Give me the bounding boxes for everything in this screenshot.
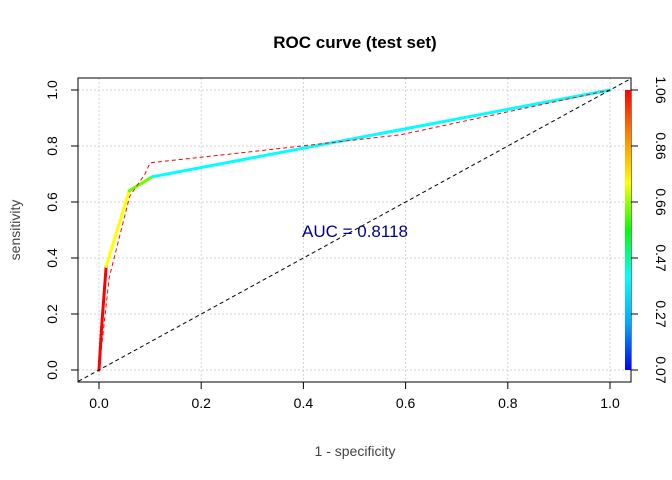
roc-curve-dashed-line [98, 89, 611, 371]
colorbar-tick-label: 0.07 [653, 356, 669, 383]
x-tick-label: 0.4 [294, 395, 314, 411]
auc-annotation: AUC = 0.8118 [302, 222, 408, 241]
roc-curve-segment [150, 88, 612, 179]
y-tick-label: 1.0 [44, 80, 60, 100]
roc-curve-segment [127, 175, 154, 193]
x-tick-label: 1.0 [600, 395, 620, 411]
y-tick-label: 0.8 [44, 136, 60, 156]
y-tick-label: 0.4 [44, 248, 60, 268]
y-tick-label: 0.6 [44, 192, 60, 212]
colorbar [625, 90, 631, 370]
x-tick-label: 0.8 [498, 395, 518, 411]
x-tick-label: 0.0 [89, 395, 109, 411]
colorbar-tick-label: 0.47 [653, 244, 669, 271]
y-tick-label: 0.2 [44, 304, 60, 324]
colorbar-tick-label: 0.27 [653, 300, 669, 327]
y-tick-label: 0.0 [44, 360, 60, 380]
colorbar-tick-label: 0.86 [653, 132, 669, 159]
colorbar-tick-label: 1.06 [653, 76, 669, 103]
roc-curve-segment [104, 189, 131, 268]
x-tick-label: 0.2 [191, 395, 211, 411]
colorbar-tick-label: 0.66 [653, 188, 669, 215]
y-axis-label: sensitivity [7, 200, 23, 261]
x-tick-label: 0.6 [396, 395, 416, 411]
chart-title: ROC curve (test set) [273, 33, 436, 52]
roc-curve-segment [100, 264, 108, 330]
x-axis-label: 1 - specificity [315, 443, 396, 459]
